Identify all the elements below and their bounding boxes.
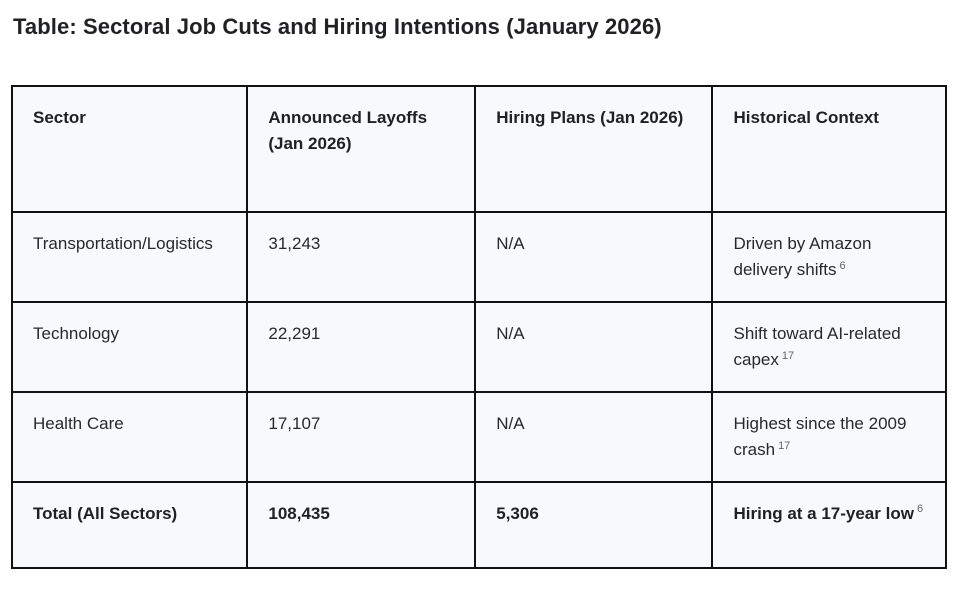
cell-hiring-total: 5,306 [474,481,714,569]
context-text: Highest since the 2009 crash [733,414,907,460]
cell-context: Highest since the 2009 crash 17 [711,391,947,483]
page-title: Table: Sectoral Job Cuts and Hiring Inte… [13,14,662,39]
table-total-row: Total (All Sectors) 108,435 5,306 Hiring… [10,481,947,569]
table-row: Technology 22,291 N/A Shift toward AI-re… [10,301,947,393]
context-text: Hiring at a 17-year low [733,504,914,523]
cell-hiring: N/A [474,391,714,483]
citation-ref: 6 [839,259,846,272]
citation-ref: 17 [781,349,795,362]
cell-layoffs-total: 108,435 [246,481,477,569]
table-row: Health Care 17,107 N/A Highest since the… [10,391,947,483]
table-row: Transportation/Logistics 31,243 N/A Driv… [10,211,947,303]
cell-sector: Transportation/Logistics [10,211,249,303]
cell-sector: Technology [10,301,249,393]
citation-ref: 6 [916,503,924,516]
column-header-historical-context: Historical Context [711,85,947,213]
cell-layoffs: 17,107 [246,391,477,483]
cell-context-total: Hiring at a 17-year low 6 [711,481,947,569]
cell-sector: Health Care [10,391,249,483]
cell-sector-total: Total (All Sectors) [10,481,249,569]
sector-job-cuts-table: Sector Announced Layoffs (Jan 2026) Hiri… [10,85,947,569]
column-header-layoffs: Announced Layoffs (Jan 2026) [246,85,477,213]
cell-layoffs: 22,291 [246,301,477,393]
cell-hiring: N/A [474,301,714,393]
cell-layoffs: 31,243 [246,211,477,303]
cell-context: Shift toward AI-related capex 17 [711,301,947,393]
context-text: Shift toward AI-related capex [733,324,901,370]
cell-hiring: N/A [474,211,714,303]
column-header-hiring-plans: Hiring Plans (Jan 2026) [474,85,714,213]
column-header-sector: Sector [10,85,249,213]
citation-ref: 17 [778,439,791,452]
cell-context: Driven by Amazon delivery shifts 6 [711,211,947,303]
table-header-row: Sector Announced Layoffs (Jan 2026) Hiri… [10,85,947,213]
context-text: Driven by Amazon delivery shifts [733,234,872,280]
